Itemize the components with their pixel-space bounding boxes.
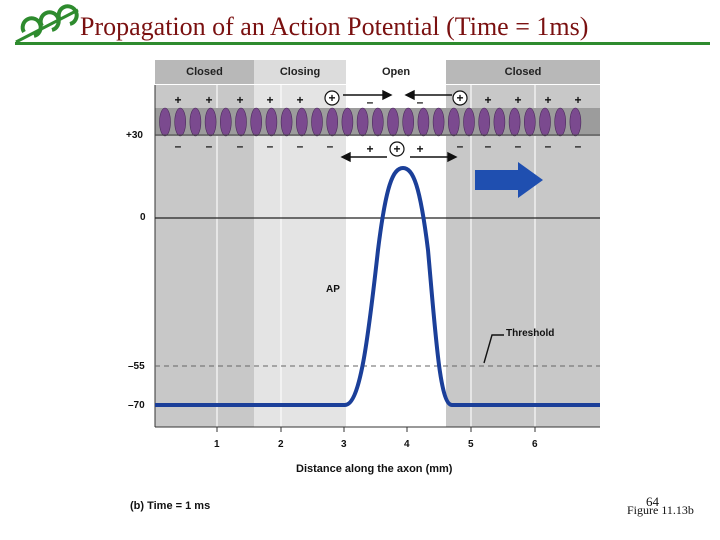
inside-negative-charge: – <box>297 139 304 153</box>
inside-negative-charge: – <box>175 139 182 153</box>
outside-negative-charge: – <box>367 95 374 109</box>
outside-positive-charge: + <box>544 93 551 107</box>
outside-positive-charge: + <box>574 93 581 107</box>
outside-positive-charge: + <box>484 93 491 107</box>
channel-protein <box>204 107 217 137</box>
circled-charge <box>324 90 340 106</box>
channel-protein <box>478 107 491 137</box>
ion-charges: + + + + + + + + + – – + + – – – – – – – – – – – + + + <box>174 90 582 157</box>
zone-label-closing: Closing <box>279 66 321 78</box>
y-tick-label: +30 <box>126 130 143 141</box>
inside-positive-charge: + <box>366 142 373 156</box>
channel-protein <box>174 107 186 137</box>
title-rule <box>15 42 710 45</box>
channel-protein <box>311 107 323 137</box>
channel-protein <box>326 107 339 137</box>
inside-negative-charge: – <box>485 139 492 153</box>
x-tick-label: 6 <box>532 439 538 450</box>
x-tick-label: 1 <box>214 439 220 450</box>
outside-positive-charge: + <box>296 93 303 107</box>
circled-charge-sign: + <box>393 142 400 156</box>
channel-proteins <box>159 107 582 137</box>
x-tick-label: 5 <box>468 439 474 450</box>
ap-label: AP <box>326 284 340 295</box>
x-tick-label: 3 <box>341 439 347 450</box>
circled-charge <box>389 141 405 157</box>
channel-protein <box>220 107 232 137</box>
zone-label-open: Open <box>381 66 411 78</box>
channel-protein <box>463 107 475 137</box>
channel-protein <box>432 107 445 137</box>
figure-caption: (b) Time = 1 ms <box>130 500 211 512</box>
channel-protein <box>493 107 506 137</box>
inside-negative-charge: – <box>237 139 244 153</box>
inside-negative-charge: – <box>515 139 522 153</box>
zone-closed-right-bg <box>446 85 600 427</box>
channel-protein <box>387 107 399 137</box>
ecc-logo-icon <box>15 4 79 44</box>
inside-negative-charge: – <box>267 139 274 153</box>
x-axis-label: Distance along the axon (mm) <box>296 463 453 475</box>
channel-protein <box>295 107 308 137</box>
channel-protein <box>539 107 551 137</box>
channel-protein <box>447 107 460 137</box>
inside-negative-charge: – <box>545 139 552 153</box>
outside-negative-charge: – <box>417 95 424 109</box>
action-potential-curve <box>155 166 600 407</box>
zone-closed-left-bg <box>155 85 254 427</box>
circled-charge-sign: + <box>456 91 463 105</box>
inside-negative-charge: – <box>206 139 213 153</box>
channel-protein <box>554 107 567 137</box>
channel-protein <box>569 107 582 137</box>
outside-positive-charge: + <box>205 93 212 107</box>
outside-positive-charge: + <box>514 93 521 107</box>
channel-protein <box>235 107 247 137</box>
right-arrow-icon <box>475 162 543 198</box>
channel-protein <box>402 107 415 137</box>
x-tick-label: 4 <box>404 439 410 450</box>
circled-charge <box>452 90 468 106</box>
figure-reference: Figure 11.13b <box>627 503 694 517</box>
channel-protein <box>523 107 536 137</box>
circled-charge-sign: + <box>328 91 335 105</box>
channel-protein <box>265 107 278 137</box>
inside-negative-charge: – <box>575 139 582 153</box>
y-tick-label: –55 <box>128 361 145 372</box>
channel-protein <box>159 107 171 137</box>
inside-negative-charge: – <box>457 139 464 153</box>
outside-positive-charge: + <box>236 93 243 107</box>
inside-positive-charge: + <box>416 142 423 156</box>
threshold-label: Threshold <box>506 328 555 339</box>
channel-protein <box>356 107 369 137</box>
zone-label-closed-right: Closed <box>504 66 542 78</box>
threshold-pointer <box>483 334 504 364</box>
y-tick-label: –70 <box>128 400 145 411</box>
page-number: 64 <box>646 494 659 509</box>
x-tick-label: 2 <box>278 439 284 450</box>
zone-label-closed-left: Closed <box>186 66 223 78</box>
channel-protein <box>189 107 202 137</box>
slide-title: Propagation of an Action Potential (Time… <box>80 12 589 41</box>
channel-protein <box>371 107 384 137</box>
channel-protein <box>341 107 354 137</box>
channel-protein <box>508 107 521 137</box>
zone-closing-bg <box>254 85 346 427</box>
channel-protein <box>250 107 263 137</box>
inside-negative-charge: – <box>327 139 334 153</box>
outside-positive-charge: + <box>266 93 273 107</box>
y-tick-label: 0 <box>140 212 146 223</box>
outside-positive-charge: + <box>174 93 181 107</box>
channel-protein <box>417 107 430 137</box>
channel-protein <box>280 107 293 137</box>
